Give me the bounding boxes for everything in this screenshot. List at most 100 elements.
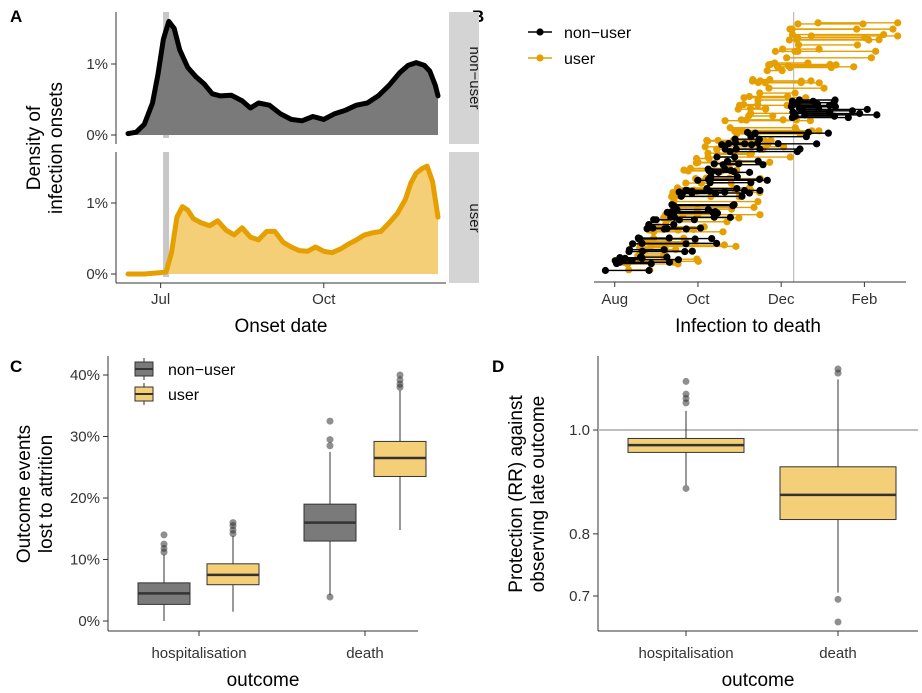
segment-point-death	[732, 242, 740, 250]
x-tick-label-a: Jul	[151, 291, 170, 308]
segment-point-infection	[710, 160, 718, 168]
segment-point-death	[755, 175, 764, 183]
segment-point-death	[731, 153, 739, 161]
segment-point-infection	[783, 54, 791, 62]
segment-point-death	[889, 25, 897, 33]
y-tick-label-c: 40%	[70, 367, 100, 384]
segment-point-infection	[713, 153, 721, 161]
panel-letter-c: C	[10, 357, 22, 376]
segment-point-death	[853, 25, 861, 33]
segment-point-death	[735, 214, 743, 222]
segment-point-death	[674, 256, 683, 264]
segment-point-infection	[726, 124, 734, 132]
outlier-point	[326, 436, 334, 444]
segment-point-infection	[694, 176, 702, 184]
outlier-point	[682, 390, 690, 398]
segment-point-death	[831, 96, 839, 104]
segment-point-death	[756, 145, 764, 153]
segment-point-death	[756, 186, 764, 195]
segment-point-infection	[682, 179, 690, 187]
outlier-point	[326, 417, 334, 425]
segment-point-death	[721, 188, 729, 196]
segment-point-death	[748, 141, 756, 149]
segment-point-infection	[734, 105, 742, 113]
segment-point-death	[815, 79, 823, 87]
segment-point-infection	[629, 240, 637, 248]
segment-point-infection	[686, 164, 695, 172]
density-line-nonuser	[125, 18, 441, 137]
segment-point-death	[880, 30, 888, 39]
segment-point-death	[735, 160, 743, 168]
outlier-point	[326, 593, 334, 601]
segment-point-death	[806, 117, 814, 125]
segment-point-infection	[741, 140, 749, 148]
segment-point-infection	[704, 165, 712, 173]
segment-point-death	[844, 113, 852, 122]
legend-b-nonuser-label: non−user	[564, 25, 632, 42]
segment-point-death	[872, 47, 880, 55]
segment-point-death	[688, 247, 696, 255]
segment-point-death	[894, 32, 902, 40]
y-axis-title-d-line2: observing late outcome	[528, 396, 549, 592]
segment-point-infection	[616, 254, 624, 262]
segment-point-death	[726, 213, 734, 221]
segment-point-death	[746, 150, 754, 158]
segment-point-death	[682, 225, 690, 233]
x-tick-label-b: Aug	[601, 291, 628, 308]
outlier-point	[160, 540, 168, 548]
segment-point-death	[719, 228, 727, 236]
segment-point-infection	[718, 141, 726, 149]
plot-area-d	[598, 365, 918, 626]
outlier-point	[160, 531, 168, 539]
plot-area-b	[601, 12, 902, 282]
segment-point-infection	[669, 188, 677, 197]
segment-point-death	[670, 220, 678, 229]
segment-point-infection	[743, 128, 752, 136]
segment-point-infection	[660, 225, 669, 233]
segment-point-infection	[788, 25, 796, 33]
x-axis-title-c: outcome	[227, 670, 300, 691]
segments-nonuser	[601, 96, 881, 275]
legend-b-nonuser-point	[536, 28, 544, 36]
outlier-point	[326, 442, 334, 450]
segment-point-infection	[746, 104, 755, 112]
box-iqr	[779, 466, 897, 521]
outlier-point	[834, 595, 842, 603]
segment-point-infection	[766, 60, 775, 69]
segment-point-death	[853, 41, 862, 49]
segment-point-death	[738, 192, 746, 200]
segment-point-infection	[704, 175, 713, 183]
x-tick-label-c: death	[346, 645, 384, 662]
segment-point-death	[824, 129, 832, 137]
segment-point-death	[709, 208, 717, 216]
segment-point-infection	[601, 266, 610, 275]
segment-point-death	[796, 145, 804, 153]
segment-point-infection	[745, 92, 753, 101]
segment-point-death	[663, 253, 671, 261]
y-tick-label-c: 10%	[70, 552, 100, 569]
segment-point-death	[665, 234, 673, 242]
y-ticks-c: 0% 10% 20% 30% 40%	[70, 367, 108, 630]
segment-point-death	[745, 168, 754, 176]
segment-point-infection	[749, 75, 757, 84]
segment-point-death	[660, 246, 668, 254]
segment-point-infection	[785, 36, 793, 44]
segment-point-death	[867, 54, 875, 62]
outlier-point	[834, 618, 842, 626]
segment-point-infection	[719, 161, 727, 169]
x-tick-label-b: Feb	[851, 291, 877, 308]
segment-point-infection	[788, 30, 797, 39]
segment-point-death	[786, 153, 794, 161]
plot-area-c	[137, 371, 427, 621]
segment-point-infection	[771, 47, 780, 55]
segment-point-death	[861, 34, 869, 42]
segment-point-death	[766, 158, 774, 166]
segment-point-death	[682, 240, 690, 248]
segment-point-death	[708, 234, 716, 243]
strip-nonuser	[449, 12, 479, 144]
facet-user	[125, 152, 441, 277]
facet-nonuser	[125, 12, 441, 138]
x-tick-label-d: death	[819, 645, 857, 662]
segment-point-infection	[794, 34, 802, 42]
onset-reference-band-1	[163, 152, 170, 277]
